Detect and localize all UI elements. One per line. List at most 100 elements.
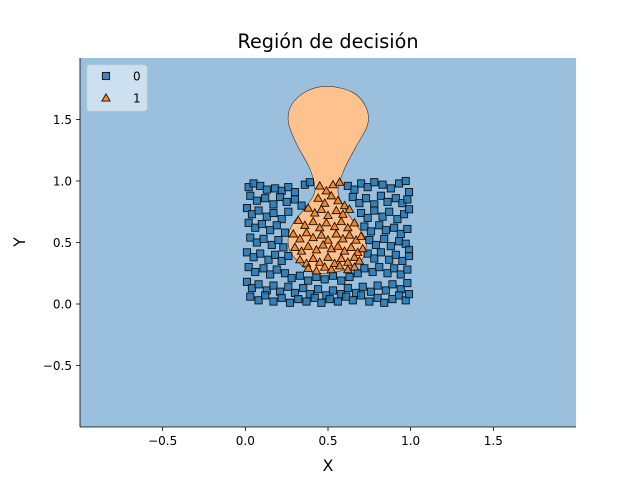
data-point-class-0 bbox=[252, 238, 261, 247]
data-point-class-0 bbox=[272, 265, 281, 274]
data-point-class-1 bbox=[319, 198, 330, 207]
data-point-class-0 bbox=[398, 256, 407, 266]
data-point-class-0 bbox=[269, 281, 278, 290]
data-point-class-0 bbox=[393, 215, 402, 224]
data-point-class-1 bbox=[342, 264, 353, 274]
data-point-class-0 bbox=[363, 183, 372, 192]
data-point-class-0 bbox=[396, 229, 405, 238]
x-tick-label: 0.0 bbox=[236, 434, 255, 448]
data-point-class-0 bbox=[366, 287, 376, 296]
y-tick-label: 1.5 bbox=[53, 113, 72, 127]
data-point-class-1 bbox=[336, 253, 347, 263]
data-point-class-0 bbox=[348, 192, 357, 202]
data-point-class-1 bbox=[339, 200, 350, 210]
data-point-class-0 bbox=[378, 180, 387, 189]
data-point-class-1 bbox=[294, 254, 305, 264]
data-point-class-1 bbox=[299, 220, 310, 229]
data-point-class-0 bbox=[267, 240, 276, 250]
legend-item-0: 0 bbox=[101, 70, 141, 84]
data-point-class-0 bbox=[269, 297, 278, 306]
data-point-class-1 bbox=[321, 185, 332, 195]
data-point-class-0 bbox=[328, 271, 338, 280]
data-point-class-0 bbox=[276, 192, 285, 202]
data-point-class-0 bbox=[358, 282, 367, 291]
data-point-class-0 bbox=[391, 250, 400, 259]
x-tick-label: −0.5 bbox=[148, 434, 177, 448]
data-point-class-0 bbox=[279, 243, 288, 252]
data-point-class-1 bbox=[328, 179, 338, 189]
data-point-class-0 bbox=[280, 269, 290, 278]
data-point-class-1 bbox=[316, 230, 327, 239]
data-point-class-0 bbox=[403, 195, 412, 204]
legend-marker-1 bbox=[101, 92, 111, 102]
data-point-class-0 bbox=[257, 219, 266, 229]
data-point-class-0 bbox=[395, 237, 404, 246]
data-point-class-0 bbox=[370, 206, 379, 215]
data-point-class-0 bbox=[400, 210, 409, 219]
data-point-class-0 bbox=[304, 276, 313, 285]
data-point-class-0 bbox=[290, 195, 299, 204]
data-point-class-0 bbox=[277, 293, 286, 302]
data-point-class-0 bbox=[401, 176, 410, 186]
data-point-class-0 bbox=[361, 194, 371, 203]
legend-marker-0 bbox=[101, 71, 111, 81]
data-point-class-0 bbox=[242, 277, 252, 286]
data-point-class-0 bbox=[378, 212, 387, 221]
data-point-class-0 bbox=[277, 256, 286, 266]
data-point-class-0 bbox=[254, 296, 263, 305]
data-point-class-1 bbox=[308, 232, 319, 242]
data-point-class-0 bbox=[272, 221, 281, 230]
data-point-class-0 bbox=[285, 298, 295, 307]
data-point-class-0 bbox=[404, 205, 414, 214]
data-point-class-0 bbox=[345, 272, 354, 281]
data-point-class-0 bbox=[294, 295, 303, 304]
legend-item-1: 1 bbox=[101, 92, 141, 106]
data-point-class-0 bbox=[385, 207, 394, 216]
data-point-class-0 bbox=[342, 292, 351, 301]
data-point-class-1 bbox=[346, 242, 357, 251]
data-point-class-0 bbox=[343, 283, 352, 293]
data-point-class-1 bbox=[326, 243, 337, 253]
data-point-class-0 bbox=[244, 263, 253, 272]
data-point-class-0 bbox=[350, 185, 359, 194]
x-tick-label: 1.5 bbox=[484, 434, 503, 448]
data-point-class-0 bbox=[357, 291, 366, 300]
data-point-class-0 bbox=[266, 226, 275, 235]
data-point-class-0 bbox=[404, 188, 414, 197]
data-point-class-0 bbox=[246, 233, 255, 242]
data-point-class-0 bbox=[380, 298, 389, 307]
data-point-class-1 bbox=[294, 233, 305, 243]
data-point-class-1 bbox=[313, 193, 323, 202]
data-point-class-0 bbox=[390, 264, 399, 273]
series-1 bbox=[288, 177, 368, 275]
data-point-class-1 bbox=[349, 217, 360, 227]
y-tick-label: 0.5 bbox=[53, 236, 72, 250]
data-point-class-0 bbox=[266, 270, 275, 279]
data-point-class-1 bbox=[316, 204, 327, 213]
data-point-class-1 bbox=[321, 217, 332, 227]
data-point-class-0 bbox=[261, 291, 270, 300]
data-point-class-0 bbox=[370, 178, 379, 187]
data-point-class-0 bbox=[269, 200, 278, 209]
data-point-class-1 bbox=[336, 216, 347, 226]
data-point-class-0 bbox=[249, 253, 258, 262]
data-point-class-0 bbox=[388, 280, 397, 289]
data-point-class-1 bbox=[342, 222, 353, 232]
data-point-class-0 bbox=[247, 210, 256, 219]
data-point-class-0 bbox=[368, 267, 377, 277]
x-tick-label: 1.0 bbox=[401, 434, 420, 448]
data-point-class-0 bbox=[246, 292, 255, 301]
data-point-class-1 bbox=[303, 263, 314, 272]
data-point-class-0 bbox=[280, 228, 290, 237]
data-point-class-0 bbox=[297, 201, 306, 210]
data-point-class-0 bbox=[383, 269, 392, 278]
data-point-class-0 bbox=[261, 194, 270, 203]
data-point-class-0 bbox=[302, 297, 311, 306]
data-point-class-0 bbox=[365, 297, 374, 306]
data-point-class-0 bbox=[386, 184, 395, 193]
data-point-class-0 bbox=[271, 250, 280, 259]
data-point-class-1 bbox=[314, 180, 325, 190]
data-point-class-0 bbox=[381, 286, 390, 295]
data-point-class-0 bbox=[284, 207, 293, 216]
